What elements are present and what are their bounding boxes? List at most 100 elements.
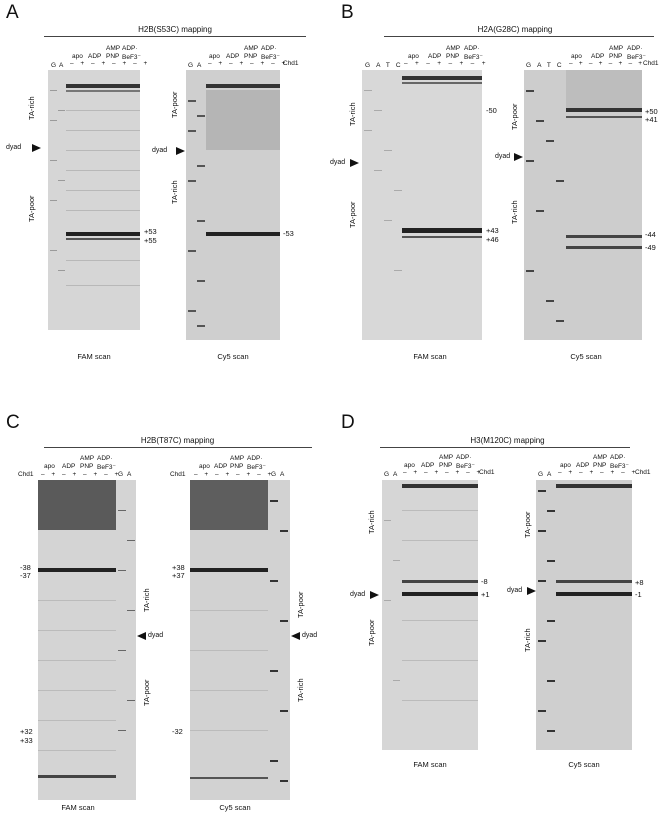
cond-amp: AMP	[106, 45, 121, 52]
cond-pnp: PNP	[609, 53, 623, 60]
lane-a: A	[393, 471, 398, 478]
title-rule	[44, 447, 312, 448]
cond-adp: ADP	[576, 462, 590, 469]
side-label-bottom: TA-poor	[27, 195, 36, 222]
cond-adp: ADP	[591, 53, 605, 60]
cond-bef: BeF3⁻	[97, 464, 116, 471]
panel-letter: B	[341, 2, 354, 23]
chd1-label: Chd1	[479, 469, 495, 476]
cond-amp: AMP	[244, 45, 259, 52]
cond-amp: AMP	[230, 455, 245, 462]
lane-signs: – + – + – + – +	[569, 60, 645, 67]
scan-label: Cy5 scan	[219, 803, 251, 812]
dyad-arrow-icon	[370, 591, 379, 599]
panel-letter: D	[341, 412, 355, 433]
band-label: +53	[144, 227, 157, 236]
cond-adp: ADP	[226, 53, 240, 60]
cond-amp: AMP	[80, 455, 95, 462]
cond-apo: apo	[560, 462, 571, 469]
lane-g: G	[118, 471, 124, 478]
lane-a: A	[280, 471, 285, 478]
band-label: +46	[486, 235, 499, 244]
side-label-top: TA-poor	[296, 591, 305, 618]
seq-lanes: GATC	[526, 62, 568, 69]
side-label-bottom: TA-poor	[348, 201, 357, 228]
cond-adp-bef: ADP·	[464, 45, 480, 52]
seq-lanes: GATC	[365, 62, 407, 69]
band-label: +50	[645, 107, 658, 116]
band-label: -44	[645, 230, 656, 239]
band-label: +38	[172, 563, 185, 572]
cond-bef: BeF3⁻	[464, 54, 483, 61]
cond-apo: apo	[209, 53, 220, 60]
cond-pnp: PNP	[446, 53, 460, 60]
dyad-label: dyad	[152, 147, 168, 154]
cond-adp-bef: ADP·	[97, 455, 113, 462]
side-label-top: TA-rich	[27, 96, 36, 120]
band-label: +43	[486, 226, 499, 235]
band-label: -32	[172, 727, 183, 736]
band-label: -50	[486, 106, 497, 115]
side-label-top: TA-poor	[510, 103, 519, 130]
band-label: +33	[20, 736, 33, 745]
chd1-label: Chd1	[635, 469, 651, 476]
band-label: +32	[20, 727, 33, 736]
title-rule	[384, 36, 654, 37]
lane-signs: – + – + – + – +	[558, 469, 638, 476]
dyad-label: dyad	[6, 144, 22, 151]
cond-adp-bef: ADP·	[456, 454, 472, 461]
side-label-bottom: TA-poor	[367, 619, 376, 646]
cond-pnp: PNP	[593, 462, 607, 469]
cond-bef: BeF3⁻	[247, 464, 266, 471]
band-label: -38	[20, 563, 31, 572]
cond-pnp: PNP	[80, 463, 94, 470]
side-label-bottom: TA-rich	[510, 200, 519, 224]
scan-label: Cy5 scan	[570, 352, 602, 361]
cond-adp: ADP	[421, 462, 435, 469]
cond-bef: BeF3⁻	[627, 54, 646, 61]
cond-bef: BeF3⁻	[456, 463, 475, 470]
lane-a: A	[127, 471, 132, 478]
dyad-label: dyad	[148, 632, 164, 639]
side-label-bottom: TA-poor	[142, 679, 151, 706]
cond-adp: ADP	[428, 53, 442, 60]
lane-signs: – + – + – + – +	[70, 60, 150, 67]
cond-adp-bef: ADP·	[247, 455, 263, 462]
panel-letter: A	[6, 2, 19, 23]
scan-label: Cy5 scan	[217, 352, 249, 361]
band-label: -49	[645, 243, 656, 252]
scan-label: FAM scan	[413, 352, 447, 361]
lane-signs: – + – + – + – +	[41, 471, 121, 478]
cond-apo: apo	[199, 463, 210, 470]
chd1-label: Chd1	[18, 471, 34, 478]
chd1-label: Chd1	[170, 471, 186, 478]
lane-signs: – + – + – + – +	[404, 60, 489, 67]
lane-g: G	[188, 62, 194, 69]
dyad-arrow-icon	[32, 144, 41, 152]
cond-apo: apo	[408, 53, 419, 60]
dyad-arrow-icon	[527, 587, 536, 595]
band-label: +55	[144, 236, 157, 245]
band-label: +41	[645, 115, 658, 124]
gel-image	[536, 480, 632, 750]
cond-apo: apo	[404, 462, 415, 469]
panel-title: H3(M120C) mapping	[470, 436, 545, 445]
cond-amp: AMP	[439, 454, 454, 461]
side-label-top: TA-poor	[523, 511, 532, 538]
cond-pnp: PNP	[106, 53, 120, 60]
side-label-bottom: TA-rich	[296, 678, 305, 702]
cond-adp: ADP	[62, 463, 76, 470]
scan-label: FAM scan	[413, 760, 447, 769]
side-label-bottom: TA-rich	[170, 180, 179, 204]
chd1-label: Chd1	[283, 60, 299, 67]
band-label: +8	[635, 578, 644, 587]
cond-pnp: PNP	[230, 463, 244, 470]
lane-g: G	[538, 471, 544, 478]
cond-pnp: PNP	[244, 53, 258, 60]
lane-g: G	[271, 471, 277, 478]
cond-bef: BeF3⁻	[122, 54, 141, 61]
gel-image	[38, 480, 136, 800]
dyad-label: dyad	[495, 153, 511, 160]
cond-adp-bef: ADP·	[122, 45, 138, 52]
cond-amp: AMP	[593, 454, 608, 461]
